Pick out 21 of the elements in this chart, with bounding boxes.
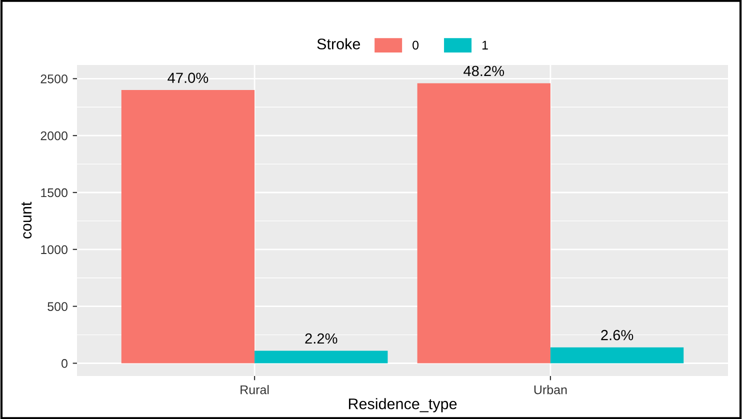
y-tick-label: 1500 <box>41 188 68 198</box>
y-axis-title: count <box>22 202 32 239</box>
annotation: 2.6% <box>601 330 634 340</box>
y-tick-label: 500 <box>48 302 68 311</box>
x-tick-label: Rural <box>240 385 269 394</box>
legend-label: 0 <box>412 40 419 50</box>
x-axis-title: Residence_type <box>348 398 457 412</box>
y-tick-label: 2000 <box>40 131 68 140</box>
bar <box>550 347 684 364</box>
y-tick-label: 1000 <box>41 245 68 254</box>
y-tick-label: 0 <box>62 359 68 368</box>
bar <box>417 83 550 364</box>
legend-title: Stroke <box>317 38 360 50</box>
legend-label: 1 <box>482 40 488 50</box>
annotation: 48.2% <box>464 66 504 76</box>
y-tick-label: 2500 <box>40 74 68 84</box>
annotation: 47.0% <box>168 72 208 83</box>
x-tick-label: Urban <box>534 385 567 394</box>
annotation: 2.2% <box>305 333 338 344</box>
bar <box>121 90 255 364</box>
bar <box>254 350 388 364</box>
